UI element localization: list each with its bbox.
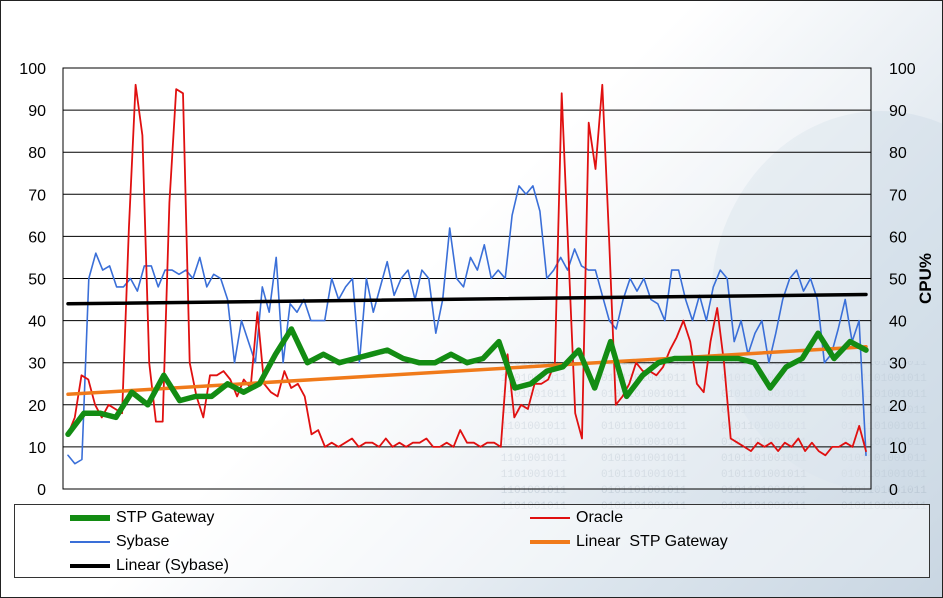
left-tick-label-10: 10 xyxy=(28,440,46,457)
left-tick-label-60: 60 xyxy=(28,229,46,246)
left-tick-label-70: 70 xyxy=(28,187,46,204)
legend-label-stp-gateway: STP Gateway xyxy=(116,509,215,526)
legend-swatch-linear-sybase xyxy=(70,564,110,568)
legend-label-linear-sybase: Linear (Sybase) xyxy=(116,557,229,574)
legend-item-sybase: Sybase xyxy=(70,533,169,551)
series-line-stp-gateway xyxy=(65,326,869,438)
legend-item-oracle: Oracle xyxy=(530,509,623,527)
left-tick-label-20: 20 xyxy=(28,398,46,415)
left-tick-label-30: 30 xyxy=(28,356,46,373)
plot-area: 0 0 10 10 20 20 30 30 40 40 50 50 60 60 70 70 80 80 90 90 10… xyxy=(19,61,916,499)
right-tick-label-0: 0 xyxy=(889,482,898,499)
series-line-sybase xyxy=(67,185,867,465)
right-tick-label-70: 70 xyxy=(889,187,907,204)
right-tick-label-40: 40 xyxy=(889,314,907,331)
legend-swatch-sybase xyxy=(70,541,110,543)
left-tick-label-100: 100 xyxy=(19,61,46,78)
trendline-linear-sybase xyxy=(66,292,868,306)
left-tick-label-0: 0 xyxy=(37,482,46,499)
legend: STP Gateway Oracle Sybase Linear STP Gat… xyxy=(14,504,930,578)
legend-item-stp-gateway: STP Gateway xyxy=(70,509,214,527)
right-axis-title: CPU% xyxy=(916,253,935,304)
left-tick-label-90: 90 xyxy=(28,103,46,120)
legend-swatch-linear-stp-gateway xyxy=(530,540,570,544)
left-tick-label-50: 50 xyxy=(28,272,46,289)
right-tick-label-80: 80 xyxy=(889,145,907,162)
series-line-oracle xyxy=(67,83,867,457)
legend-swatch-stp-gateway xyxy=(70,515,110,521)
legend-label-oracle: Oracle xyxy=(576,509,624,526)
background-globe xyxy=(711,111,942,491)
right-tick-label-10: 10 xyxy=(889,440,907,457)
right-tick-label-50: 50 xyxy=(889,272,907,289)
legend-item-linear-stp-gateway: Linear STP Gateway xyxy=(530,533,728,551)
left-tick-label-40: 40 xyxy=(28,314,46,331)
right-tick-label-60: 60 xyxy=(889,229,907,246)
right-tick-label-30: 30 xyxy=(889,356,907,373)
right-tick-label-90: 90 xyxy=(889,103,907,120)
trendline-linear-stp-gateway xyxy=(66,344,868,397)
left-tick-label-80: 80 xyxy=(28,145,46,162)
right-tick-label-20: 20 xyxy=(889,398,907,415)
legend-label-linear-stp-gateway: Linear STP Gateway xyxy=(576,533,728,550)
legend-label-sybase: Sybase xyxy=(116,533,170,550)
legend-item-linear-sybase: Linear (Sybase) xyxy=(70,557,229,575)
right-tick-label-100: 100 xyxy=(889,61,916,78)
legend-swatch-oracle xyxy=(530,517,570,519)
